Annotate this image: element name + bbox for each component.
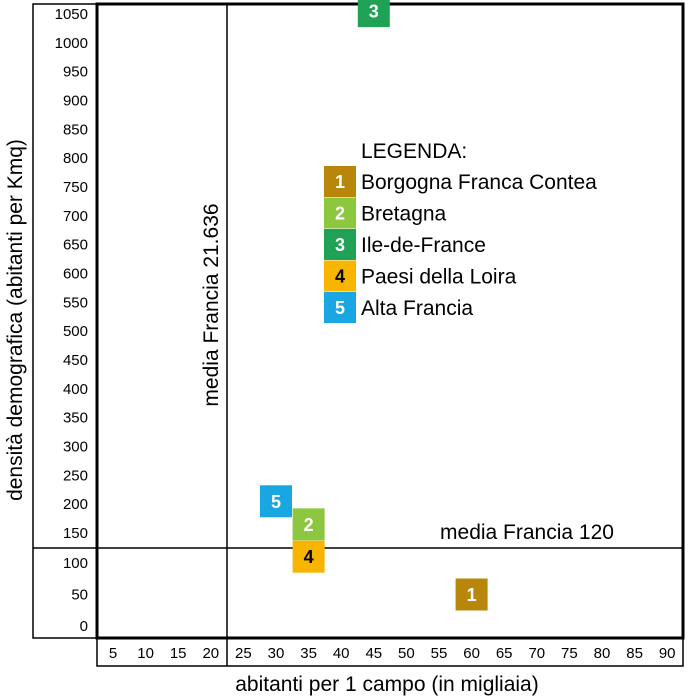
legend-swatch-number: 1 <box>335 172 345 192</box>
data-point-label: 5 <box>271 492 281 512</box>
legend-entry-label: Borgogna Franca Contea <box>361 171 597 194</box>
x-tick-label: 90 <box>659 645 676 662</box>
x-axis-frame <box>96 637 684 667</box>
y-tick-label: 800 <box>63 150 88 167</box>
legend-swatch-number: 3 <box>335 235 345 255</box>
y-tick-label: 1000 <box>55 35 88 52</box>
y-tick-label: 950 <box>63 64 88 81</box>
data-point-2 <box>292 508 325 541</box>
x-tick-label: 45 <box>365 645 382 662</box>
x-tick-label: 40 <box>333 645 350 662</box>
legend-swatch-number: 2 <box>335 204 345 224</box>
data-point-5 <box>260 485 292 518</box>
y-tick-label: 350 <box>63 410 88 427</box>
x-tick-label: 5 <box>109 645 117 662</box>
data-point-4 <box>292 540 325 573</box>
x-tick-label: 20 <box>202 645 219 662</box>
x-tick-label: 80 <box>594 645 611 662</box>
mean-label-horizontal: media Francia 120 <box>440 521 614 544</box>
legend-entry-label: Ile-de-France <box>361 234 486 257</box>
y-axis-title: densità demografica (abitanti per Kmq) <box>4 139 27 501</box>
y-tick-label: 100 <box>63 555 88 572</box>
y-tick-label: 300 <box>63 439 88 456</box>
y-tick-label: 600 <box>63 266 88 283</box>
y-axis-frame <box>32 3 98 639</box>
mean-label-vertical: media Francia 21.636 <box>200 203 223 406</box>
legend-swatch-2 <box>324 197 356 229</box>
y-tick-label: 150 <box>63 525 88 542</box>
y-tick-label: 450 <box>63 352 88 369</box>
data-point-label: 1 <box>467 585 477 605</box>
x-tick-label: 75 <box>561 645 578 662</box>
x-tick-label: 70 <box>528 645 545 662</box>
x-tick-label: 60 <box>463 645 480 662</box>
x-tick-label: 65 <box>496 645 513 662</box>
x-tick-label: 55 <box>431 645 448 662</box>
data-point-label: 2 <box>304 515 314 535</box>
data-point-label: 3 <box>369 2 379 22</box>
y-tick-label: 550 <box>63 294 88 311</box>
y-tick-label: 500 <box>63 323 88 340</box>
x-tick-label: 35 <box>300 645 317 662</box>
x-tick-label: 85 <box>626 645 643 662</box>
legend-swatch-1 <box>324 166 356 197</box>
legend-swatch-4 <box>324 260 356 292</box>
legend-title: LEGENDA: <box>361 140 467 163</box>
y-tick-label: 650 <box>63 237 88 254</box>
legend-entry-label: Alta Francia <box>361 297 473 320</box>
legend-entry-label: Bretagna <box>361 203 447 226</box>
legend-swatch-number: 4 <box>335 267 345 287</box>
y-tick-label: 400 <box>63 381 88 398</box>
data-point-1 <box>455 578 488 611</box>
x-axis-title: abitanti per 1 campo (in migliaia) <box>235 673 538 696</box>
x-tick-label: 10 <box>137 645 154 662</box>
data-point-label: 4 <box>304 547 314 567</box>
data-point-3 <box>357 0 390 28</box>
y-tick-label: 0 <box>80 618 88 635</box>
y-tick-label: 750 <box>63 179 88 196</box>
legend-swatch-number: 5 <box>335 298 345 318</box>
y-tick-label: 50 <box>71 587 88 604</box>
y-tick-label: 250 <box>63 467 88 484</box>
y-tick-label: 700 <box>63 208 88 225</box>
x-tick-label: 25 <box>235 645 252 662</box>
x-tick-label: 15 <box>170 645 187 662</box>
y-tick-label: 900 <box>63 93 88 110</box>
y-tick-label: 200 <box>63 496 88 513</box>
legend-swatch-5 <box>324 292 356 323</box>
legend-entry-label: Paesi della Loira <box>361 266 517 289</box>
legend-swatch-3 <box>324 229 356 260</box>
y-tick-label: 850 <box>63 121 88 138</box>
y-tick-label: 1050 <box>55 6 88 23</box>
x-tick-label: 30 <box>268 645 285 662</box>
x-tick-label: 50 <box>398 645 415 662</box>
